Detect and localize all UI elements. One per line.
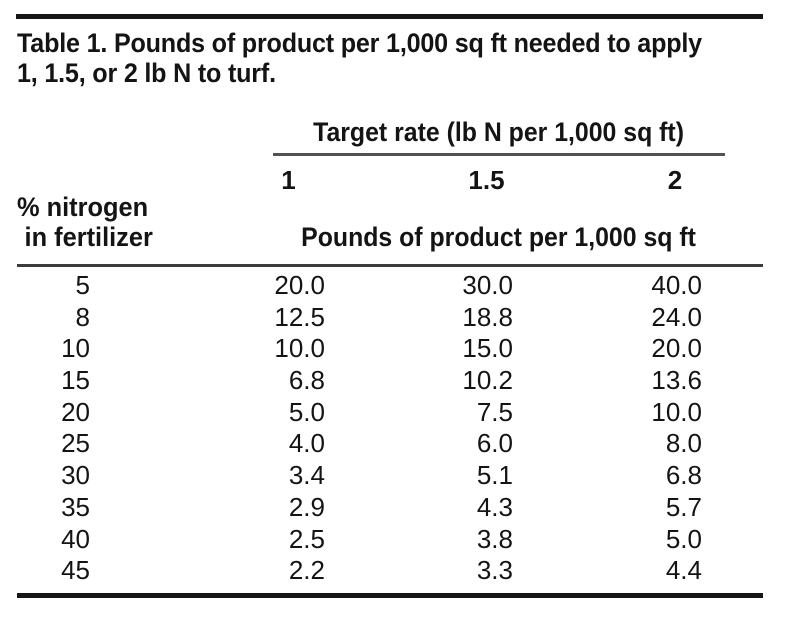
bottom-rule [17,593,763,598]
units-header-text: Pounds of product per 1,000 sq ft [301,222,697,252]
value-cell: 40.0 [651,270,702,300]
value-cell: 6.8 [288,365,325,396]
nitrogen-pct-cell: 5 [75,270,90,300]
value-cell: 5.7 [665,491,702,522]
row-stub-header: % nitrogen in fertilizer [17,192,153,252]
row-stub-header-line1: % nitrogen [17,192,149,222]
rate-column-header-2: 2 [667,165,683,195]
nitrogen-pct-cell: 8 [75,301,90,332]
table-row: 45 2.2 3.3 4.4 [0,555,800,587]
value-cell: 24.0 [651,301,702,332]
value-cell: 3.3 [476,555,513,586]
value-cell: 5.0 [288,396,325,427]
table-title-line2: 1, 1.5, or 2 lb N to turf. [17,58,276,88]
nitrogen-pct-cell: 30 [61,460,90,491]
value-cell: 5.0 [665,523,702,554]
value-cell: 6.0 [476,428,513,459]
table-row: 30 3.4 5.1 6.8 [0,460,800,492]
target-rate-header-text: Target rate (lb N per 1,000 sq ft) [313,117,685,147]
target-rate-header: Target rate (lb N per 1,000 sq ft) [273,118,725,146]
table-title-line1: Table 1. Pounds of product per 1,000 sq … [17,28,702,58]
value-cell: 13.6 [651,365,702,396]
table-row: 40 2.5 3.8 5.0 [0,524,800,556]
value-cell: 3.8 [476,523,513,554]
nitrogen-pct-cell: 40 [61,523,90,554]
value-cell: 6.8 [665,460,702,491]
nitrogen-pct-cell: 35 [61,491,90,522]
value-cell: 10.0 [651,396,702,427]
table-title: Table 1. Pounds of product per 1,000 sq … [17,28,702,88]
table-row: 35 2.9 4.3 5.7 [0,492,800,524]
nitrogen-pct-cell: 25 [61,428,90,459]
value-cell: 3.4 [288,460,325,491]
rate-column-header-1-5: 1.5 [468,165,505,195]
table-row: 20 5.0 7.5 10.0 [0,397,800,429]
value-cell: 15.0 [462,333,513,364]
top-rule [16,14,763,19]
value-cell: 2.2 [288,555,325,586]
table-row: 10 10.0 15.0 20.0 [0,333,800,365]
value-cell: 4.4 [665,555,702,586]
units-header: Pounds of product per 1,000 sq ft [273,223,725,251]
value-cell: 7.5 [476,396,513,427]
table-row: 5 20.0 30.0 40.0 [0,270,800,302]
value-cell: 4.3 [476,491,513,522]
nitrogen-pct-cell: 10 [61,333,90,364]
nitrogen-pct-cell: 20 [61,396,90,427]
value-cell: 8.0 [665,428,702,459]
value-cell: 2.9 [288,491,325,522]
mid-rule [17,264,763,267]
nitrogen-pct-cell: 45 [61,555,90,586]
rate-column-header-1: 1 [281,165,296,195]
value-cell: 4.0 [288,428,325,459]
table-row: 15 6.8 10.2 13.6 [0,365,800,397]
target-rate-underline [273,153,725,156]
value-cell: 30.0 [462,270,513,300]
table-row: 8 12.5 18.8 24.0 [0,302,800,334]
value-cell: 10.0 [274,333,325,364]
value-cell: 18.8 [462,301,513,332]
nitrogen-pct-cell: 15 [61,365,90,396]
value-cell: 5.1 [476,460,513,491]
row-stub-header-line2: in fertilizer [24,222,153,252]
value-cell: 10.2 [462,365,513,396]
table-row: 25 4.0 6.0 8.0 [0,428,800,460]
data-table: 5 20.0 30.0 40.0 8 12.5 18.8 24.0 10 10.… [0,270,800,587]
value-cell: 20.0 [274,270,325,300]
value-cell: 2.5 [288,523,325,554]
value-cell: 20.0 [651,333,702,364]
value-cell: 12.5 [274,301,325,332]
